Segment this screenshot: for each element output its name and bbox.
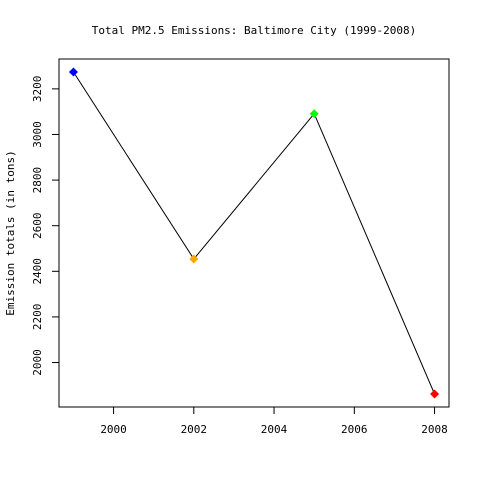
data-point-2005 xyxy=(309,109,319,119)
series-group xyxy=(68,67,440,399)
chart-title: Total PM2.5 Emissions: Baltimore City (1… xyxy=(92,24,417,37)
data-point-2008 xyxy=(430,389,440,399)
data-point-2002 xyxy=(189,254,199,264)
y-tick-label: 3200 xyxy=(31,76,44,103)
x-tick-label: 2002 xyxy=(181,423,208,436)
plot-frame xyxy=(58,58,450,408)
x-tick-label: 2004 xyxy=(261,423,288,436)
x-tick-label: 2008 xyxy=(421,423,448,436)
y-tick-label: 2400 xyxy=(31,258,44,285)
y-tick-label: 2800 xyxy=(31,167,44,194)
y-tick-label: 3000 xyxy=(31,121,44,148)
y-tick-label: 2200 xyxy=(31,304,44,331)
y-tick-label: 2600 xyxy=(31,212,44,239)
y-axis-label: Emission totals (in tons) xyxy=(4,150,17,316)
y-axis: 2000 2200 2400 2600 2800 3000 3200 xyxy=(31,76,60,376)
series-line xyxy=(73,71,436,395)
x-axis: 2000 2002 2004 2006 2008 xyxy=(100,406,448,436)
data-point-1999 xyxy=(68,67,78,77)
x-tick-label: 2006 xyxy=(341,423,368,436)
y-tick-label: 2000 xyxy=(31,349,44,376)
x-tick-label: 2000 xyxy=(100,423,127,436)
